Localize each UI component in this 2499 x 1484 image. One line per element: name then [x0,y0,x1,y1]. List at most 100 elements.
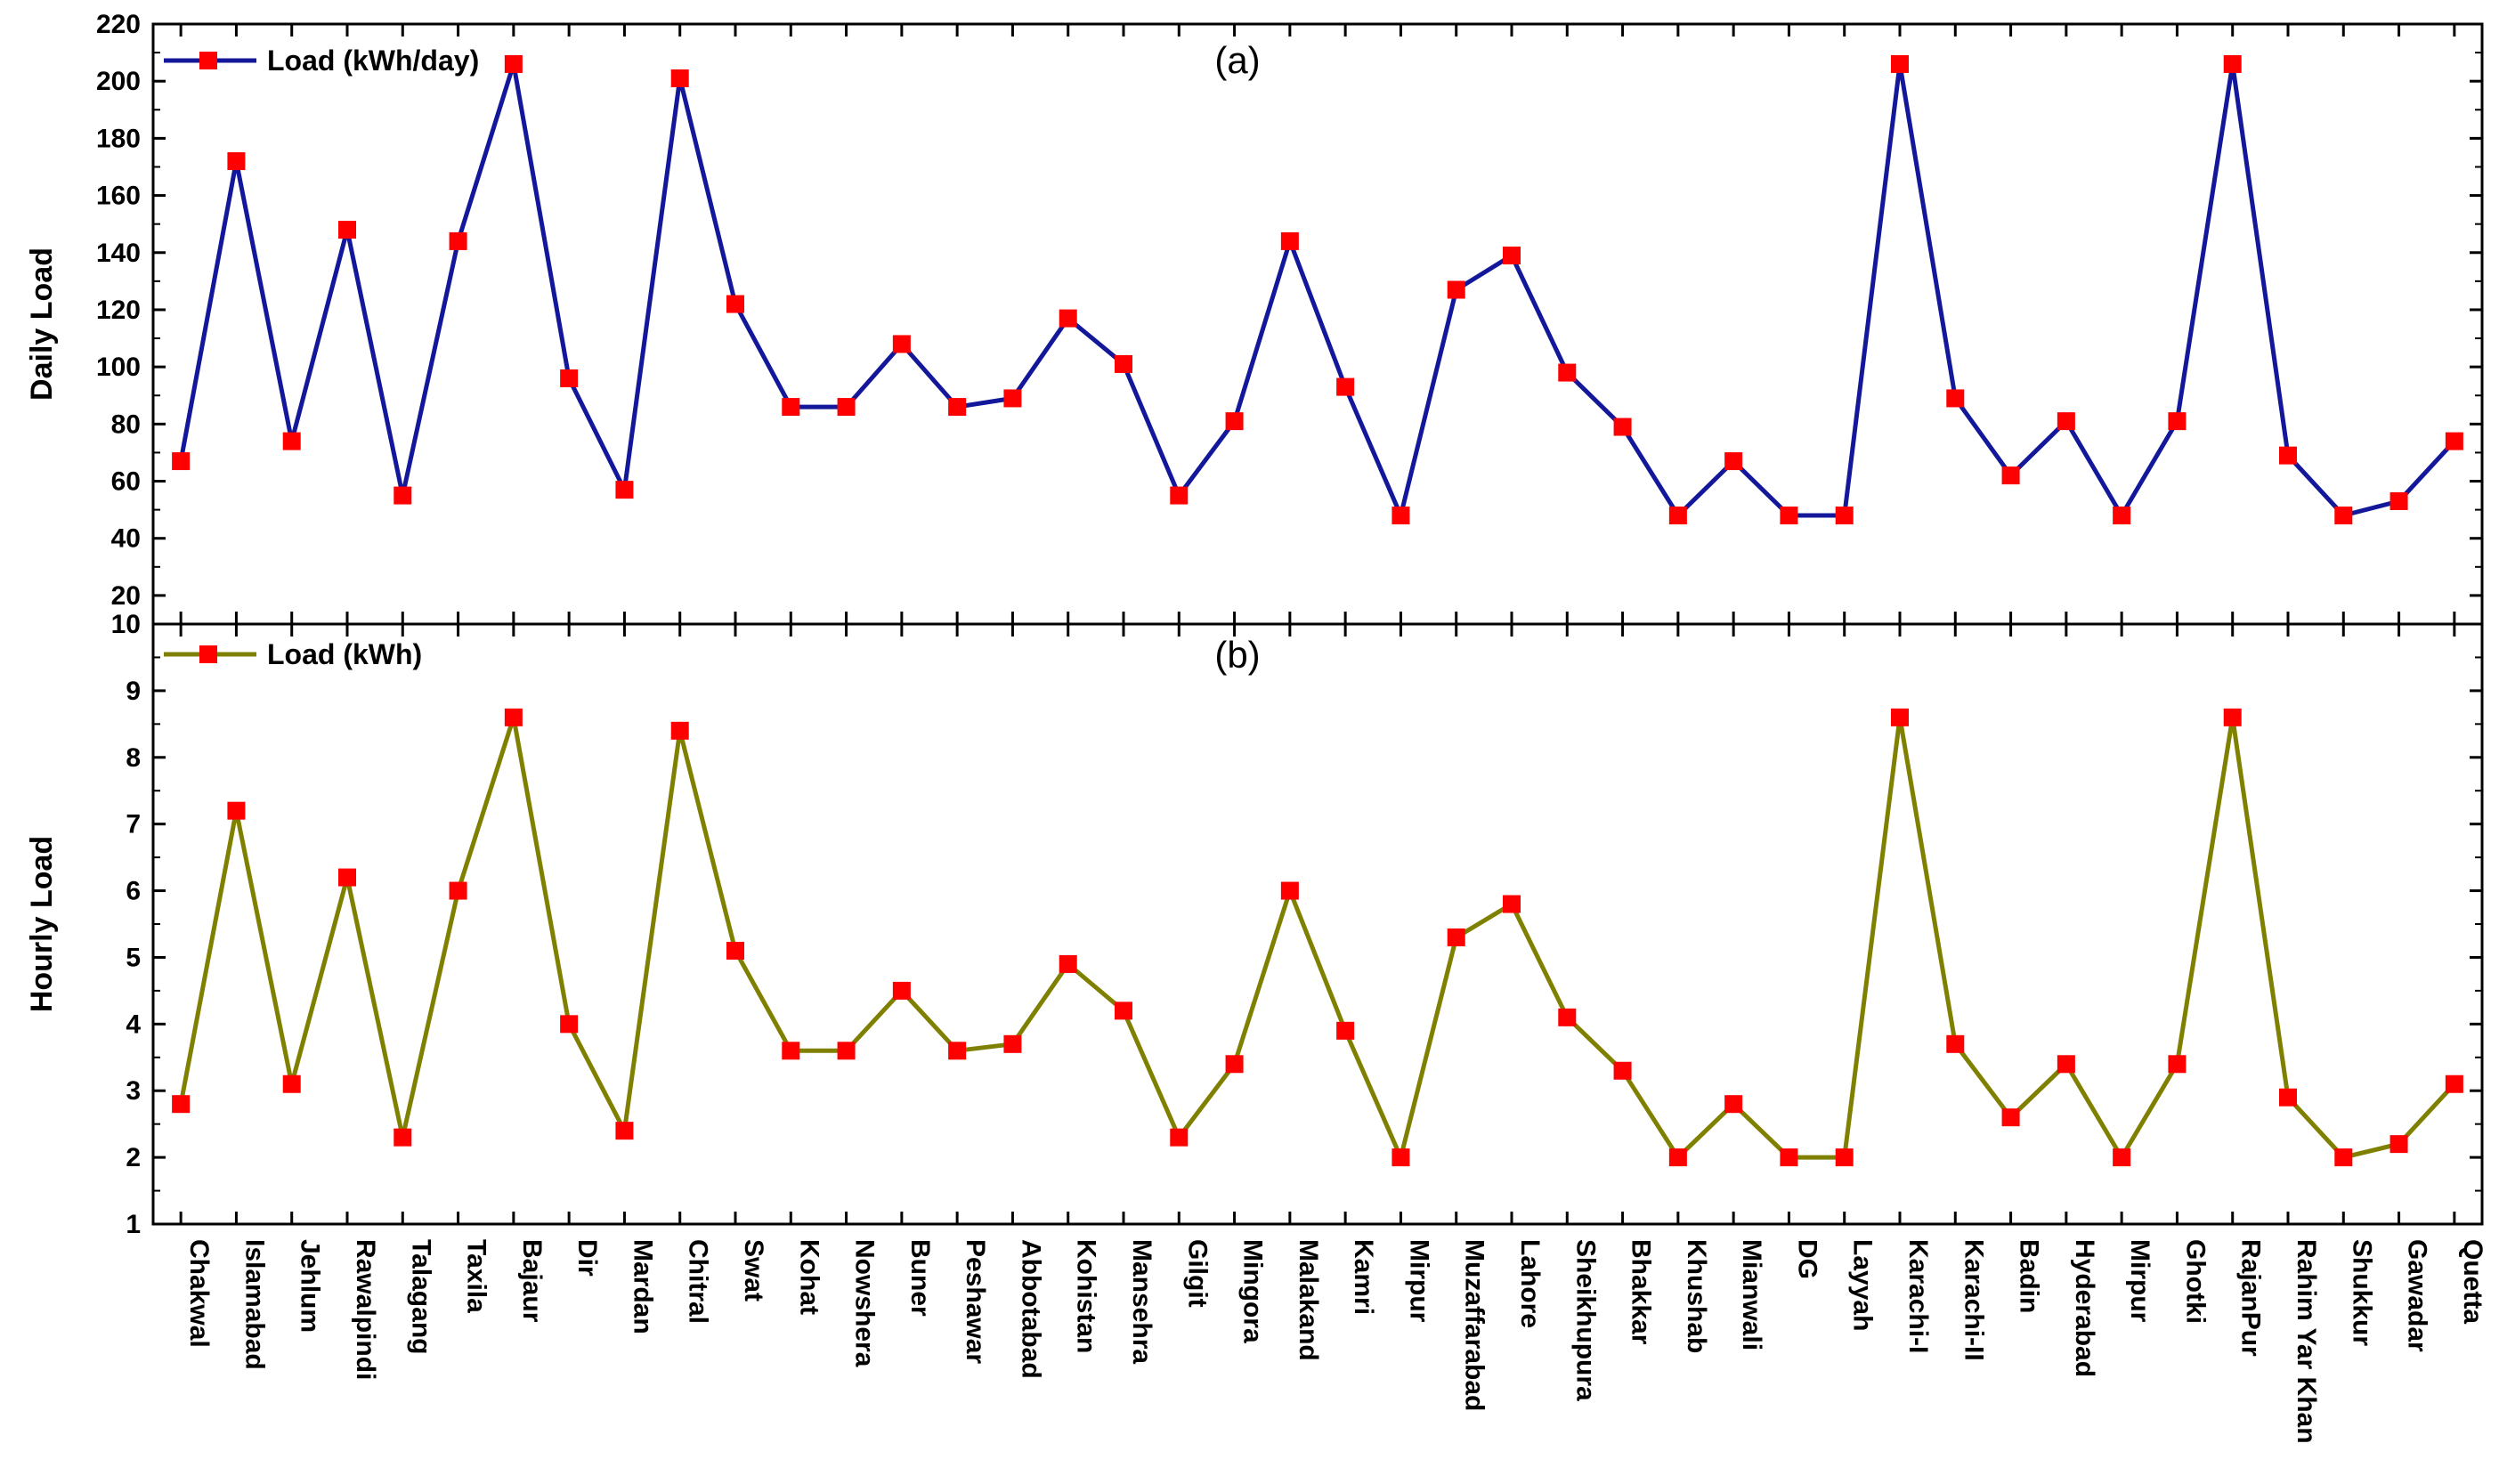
y-axis-title: Daily Load [25,247,59,401]
data-point-marker [615,1122,634,1140]
data-point-marker [560,1015,579,1034]
data-point-marker [1835,1148,1854,1167]
data-point-marker [338,868,356,887]
data-point-marker [2168,1055,2187,1074]
y-tick-label: 3 [126,1076,141,1106]
data-point-marker [615,481,634,499]
data-point-marker [394,486,412,505]
y-tick-label: 160 [96,182,141,211]
x-category-label: Sheikhupura [1570,1239,1600,1401]
data-point-marker [227,152,246,171]
y-tick-label: 80 [111,410,141,439]
data-point-marker [2334,507,2353,525]
data-point-marker [1558,363,1577,382]
data-point-marker [1946,389,1965,408]
x-category-label: Mardan [628,1239,657,1334]
data-point-marker [2113,1148,2131,1167]
x-axis-category-labels: Chakwal Islamabad Jehlum Rawalpindi Talagang… [184,1239,2487,1444]
data-point-marker [1946,1034,1965,1053]
data-point-marker [1835,507,1854,525]
data-point-marker [2168,412,2187,431]
y-tick-label: 9 [126,677,141,706]
data-point-marker [1891,54,1909,73]
x-category-label: Islamabad [239,1239,269,1370]
data-point-marker [2389,491,2408,510]
data-point-marker [1780,507,1798,525]
legend-marker-swatch [199,645,217,663]
data-point-marker [2057,412,2075,431]
data-point-marker [394,1128,412,1147]
data-point-marker [892,335,911,353]
x-category-label: Ghotki [2180,1239,2210,1324]
data-point-marker [282,1074,301,1093]
x-category-label: Bhakkar [1627,1239,1656,1345]
data-point-marker [1280,231,1299,250]
x-category-label: Quetta [2458,1239,2487,1324]
data-point-marker [670,721,689,740]
y-tick-label: 5 [126,943,141,972]
data-point-marker [892,981,911,1000]
data-point-marker [1225,412,1244,431]
data-point-marker [338,221,356,239]
panel-a-daily-load-chart: 20 40 60 80 100 120 140 160 180 200 220 Daily Load (… [25,10,2484,626]
legend-label: Load (kWh/day) [267,45,479,77]
x-category-label: Mianwali [1737,1239,1766,1350]
y-tick-label: 7 [126,810,141,839]
y-tick-label: 220 [96,10,141,39]
data-point-marker [1558,1008,1577,1026]
y-tick-label: 4 [126,1010,141,1039]
data-point-marker [1780,1148,1798,1167]
x-category-label: Kamri [1349,1239,1378,1315]
data-point-marker [2389,1135,2408,1154]
data-point-marker [837,398,856,417]
x-category-label: DG [1792,1239,1822,1279]
panel-label: (b) [1214,634,1260,676]
data-point-marker [1447,928,1465,946]
data-point-marker [2001,1108,2020,1127]
x-category-label: Karachi-I [1903,1239,1933,1353]
data-point-marker [227,801,246,820]
x-category-label: Karachi-II [1959,1239,1988,1361]
data-point-marker [1891,708,1909,726]
data-point-marker [2334,1148,2353,1167]
legend-marker-swatch [199,52,217,69]
data-point-marker [1115,354,1132,373]
data-point-marker [948,398,967,417]
x-category-label: RajanPur [2236,1239,2266,1357]
x-category-label: Shukkur [2347,1239,2376,1346]
x-category-label: Gawadar [2403,1239,2432,1352]
data-point-marker [1280,881,1299,900]
y-axis-title: Hourly Load [25,836,59,1012]
data-point-marker [1391,507,1410,525]
x-category-label: Mirpur [1404,1239,1433,1323]
y-tick-label: 1 [126,1210,141,1239]
data-point-marker [837,1042,856,1060]
x-category-label: Buner [905,1239,935,1317]
data-point-marker [1391,1148,1410,1167]
data-point-marker [1003,1034,1022,1053]
data-point-marker [1059,309,1077,328]
data-point-marker [726,295,744,313]
x-category-label: Mansehra [1127,1239,1156,1364]
data-point-marker [1668,507,1687,525]
data-point-marker [1059,954,1077,973]
data-point-marker [1724,452,1743,471]
panel-label: (a) [1214,39,1260,81]
data-point-marker [2223,708,2242,726]
data-point-marker [726,941,744,960]
data-point-marker [560,369,579,387]
x-category-label: Dir [572,1239,602,1277]
y-tick-label: 10 [111,610,141,639]
y-tick-label: 180 [96,124,141,153]
x-category-label: Layyah [1848,1239,1878,1331]
data-point-marker [670,69,689,87]
y-tick-label: 60 [111,467,141,497]
data-point-marker [782,1042,800,1060]
data-point-marker [172,452,191,471]
x-category-label: Mirpur [2125,1239,2154,1323]
data-point-marker [1115,1001,1132,1020]
x-category-label: Taxila [462,1239,491,1313]
data-point-marker [282,432,301,450]
data-point-marker [782,398,800,417]
